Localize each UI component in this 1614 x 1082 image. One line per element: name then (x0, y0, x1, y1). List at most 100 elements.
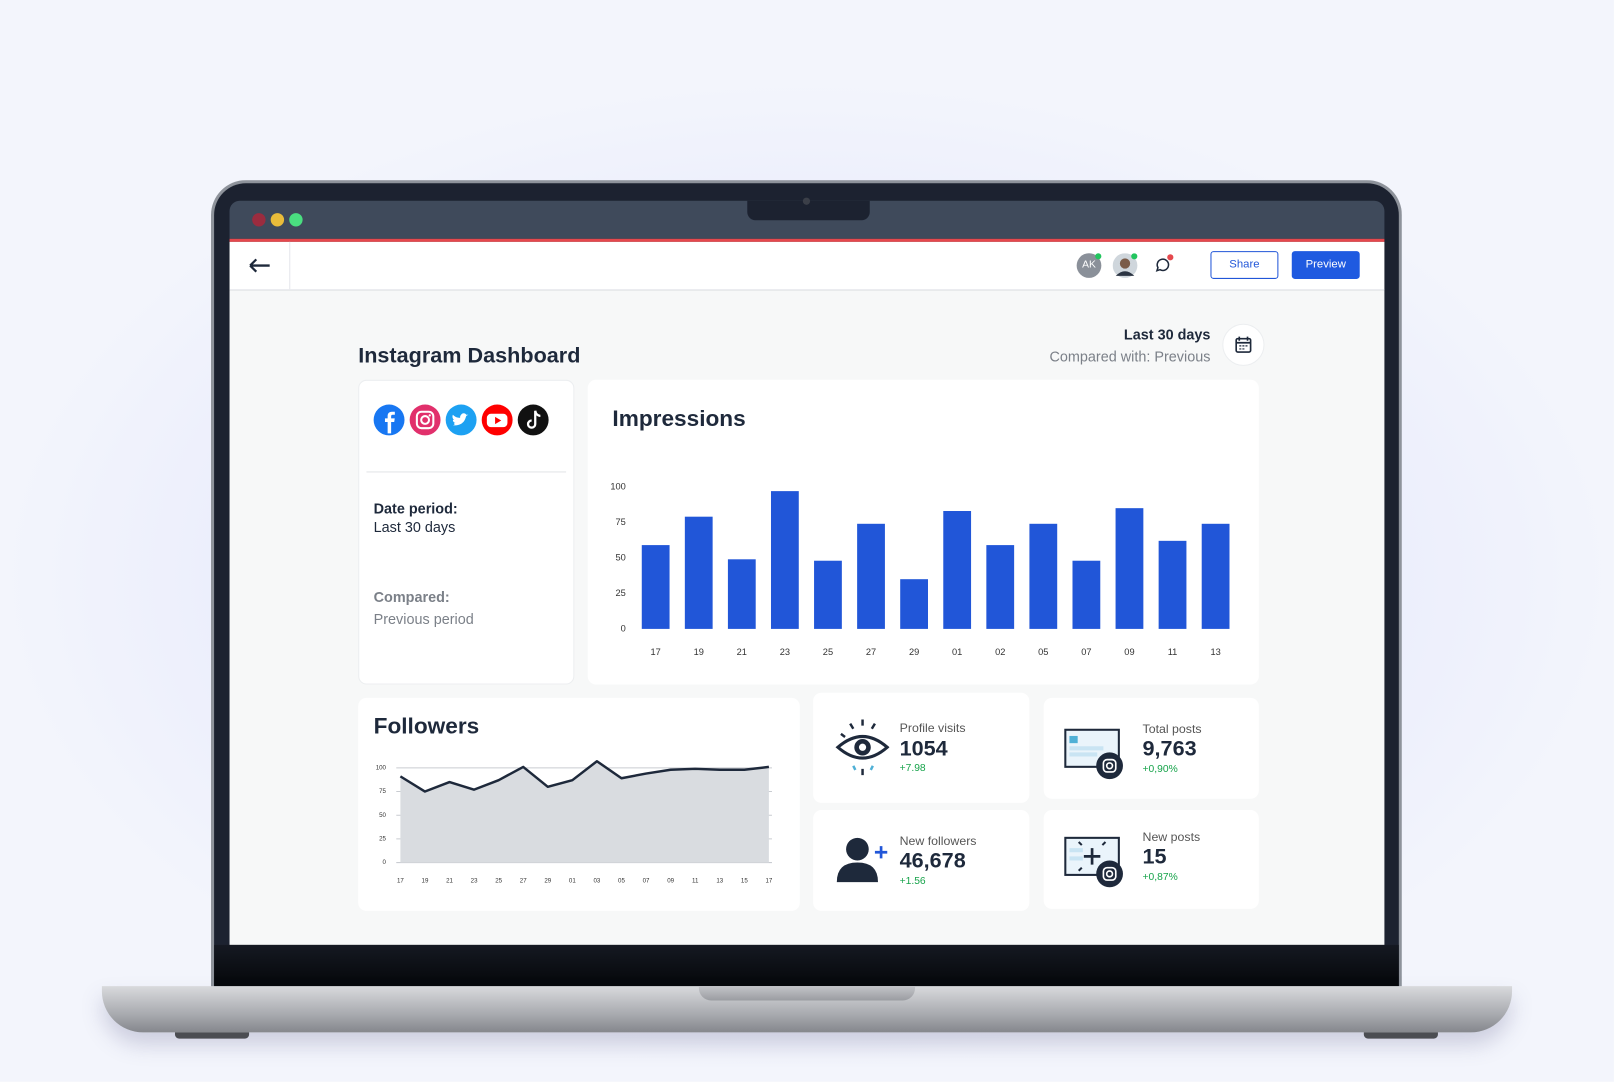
card-divider (366, 471, 567, 473)
x-tick-label: 11 (692, 878, 699, 885)
bar (857, 523, 885, 629)
x-tick-label: 21 (446, 878, 453, 885)
status-dot (1095, 253, 1102, 260)
bar (641, 545, 670, 629)
calendar-button[interactable] (1221, 322, 1266, 367)
screen-chin (214, 944, 1399, 987)
share-button[interactable]: Share (1210, 251, 1279, 279)
x-tick-label: 13 (1210, 647, 1220, 657)
x-tick-label: 03 (593, 878, 600, 885)
x-tick-label: 19 (422, 878, 429, 885)
x-tick-label: 17 (651, 647, 661, 657)
y-tick-label: 50 (616, 552, 626, 562)
app-header (229, 241, 1385, 291)
x-tick-label: 25 (495, 878, 502, 885)
x-tick-label: 07 (643, 878, 650, 885)
y-tick-label: 0 (383, 859, 387, 866)
y-tick-label: 25 (379, 836, 386, 843)
avatar-photo[interactable] (1112, 253, 1140, 280)
back-arrow[interactable] (247, 255, 272, 276)
bar (1072, 560, 1101, 629)
bar (770, 491, 799, 629)
x-tick-label: 29 (909, 647, 919, 657)
stat-change: +0,90% (1142, 763, 1178, 776)
eye-icon (835, 719, 890, 776)
bar (814, 560, 842, 629)
bar (1158, 540, 1187, 629)
bar (986, 545, 1015, 629)
x-tick-label: 17 (397, 878, 404, 885)
date-label: Date period: (373, 500, 458, 517)
camera-notch (747, 200, 870, 221)
x-tick-label: 05 (1038, 647, 1048, 657)
stat-card (813, 810, 1030, 911)
bar (684, 516, 713, 629)
x-tick-label: 01 (569, 878, 576, 885)
y-tick-label: 50 (379, 812, 386, 819)
stat-label: Total posts (1142, 721, 1202, 736)
base-notch (698, 986, 916, 1001)
y-tick-label: 100 (376, 764, 387, 771)
new-post-icon (1064, 836, 1123, 888)
x-tick-label: 29 (544, 878, 551, 885)
x-tick-label: 01 (952, 647, 962, 657)
x-tick-label: 25 (823, 647, 833, 657)
bar (1201, 523, 1230, 629)
camera (802, 197, 811, 205)
compared-value: Previous period (373, 610, 474, 627)
bar (1115, 508, 1144, 629)
y-tick-label: 0 (621, 623, 626, 633)
stat-label: New followers (899, 833, 977, 849)
stat-label: New posts (1142, 829, 1201, 845)
stat-change: +0,87% (1142, 871, 1178, 884)
dashboard-title: Instagram Dashboard (358, 343, 581, 368)
x-tick-label: 13 (716, 878, 723, 885)
date-value: Last 30 days (373, 518, 456, 536)
maximize-dot[interactable] (289, 213, 303, 227)
stat-change: +1.56 (899, 875, 926, 888)
x-tick-label: 21 (737, 647, 747, 657)
preview-button[interactable]: Preview (1291, 251, 1360, 279)
x-tick-label: 02 (995, 647, 1005, 657)
period: Last 30 days (1123, 326, 1211, 343)
x-tick-label: 05 (618, 878, 625, 885)
stat-value: 46,678 (899, 849, 966, 873)
x-tick-label: 15 (741, 878, 748, 885)
x-tick-label: 19 (694, 647, 704, 657)
accent-line (229, 238, 1385, 242)
stat-change: +7.98 (899, 762, 926, 775)
x-tick-label: 07 (1081, 647, 1091, 657)
x-tick-label: 17 (765, 878, 772, 885)
x-tick-label: 23 (780, 647, 790, 657)
y-tick-label: 75 (616, 517, 626, 527)
foot (1363, 1032, 1438, 1039)
user-icon (836, 837, 888, 883)
stat-value: 15 (1142, 845, 1167, 869)
foot (174, 1032, 250, 1039)
x-tick-label: 23 (471, 878, 478, 885)
bar (727, 559, 756, 629)
bar (1029, 523, 1058, 629)
chart-title: Impressions (612, 406, 745, 431)
stat-value: 1054 (899, 736, 948, 761)
chat-icon[interactable] (1150, 252, 1177, 279)
bar (943, 511, 972, 629)
close-dot[interactable] (252, 213, 266, 227)
minimize-dot[interactable] (270, 213, 285, 227)
header-divider (289, 241, 291, 290)
stat-label: Profile visits (899, 720, 966, 735)
x-tick-label: 09 (1124, 647, 1134, 657)
stat-value: 9,763 (1142, 736, 1197, 761)
y-tick-label: 100 (610, 481, 625, 491)
y-tick-label: 75 (379, 788, 386, 795)
y-tick-label: 25 (616, 588, 626, 598)
posts-icon (1064, 728, 1123, 780)
x-tick-label: 11 (1168, 647, 1178, 657)
social-icons (373, 404, 549, 436)
bar (900, 579, 928, 629)
area (400, 761, 769, 863)
x-tick-label: 09 (667, 878, 674, 885)
x-tick-label: 27 (520, 878, 527, 885)
